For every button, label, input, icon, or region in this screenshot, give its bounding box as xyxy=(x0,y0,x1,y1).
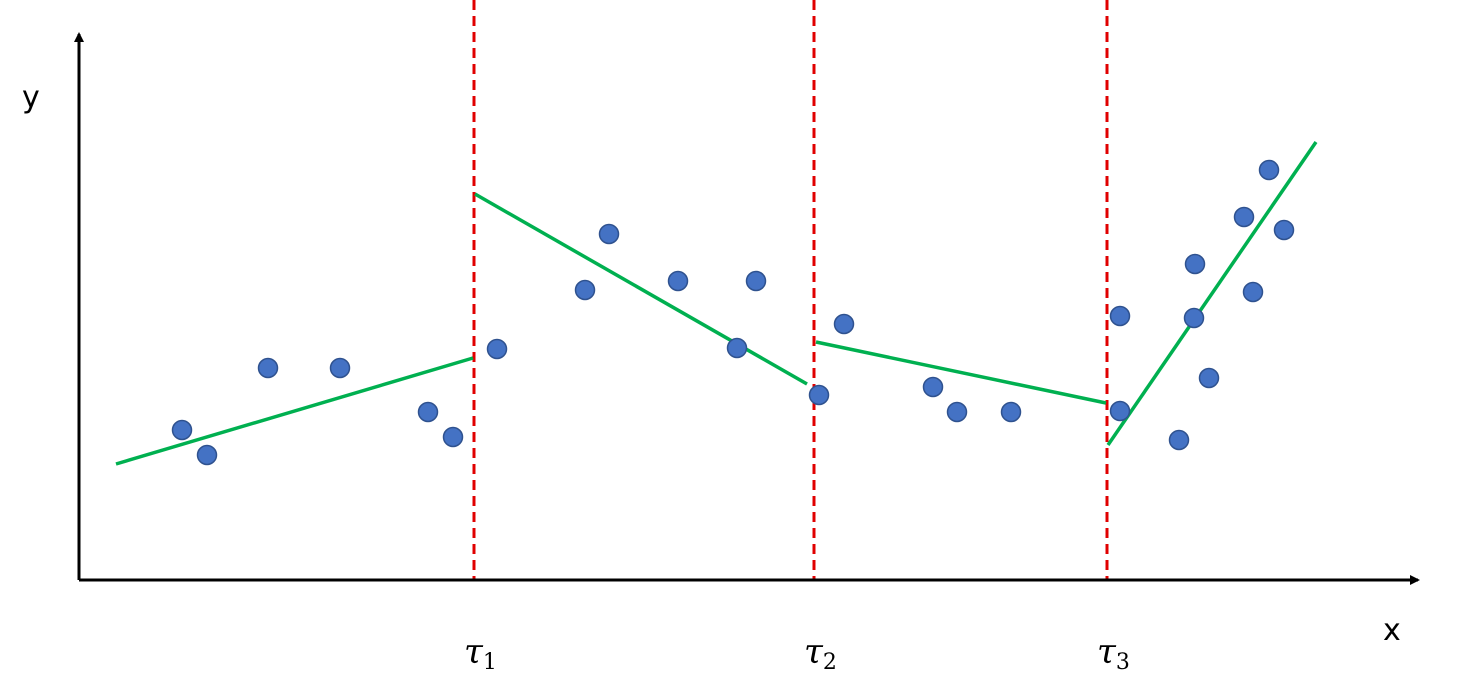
data-point xyxy=(1000,401,1022,423)
data-point xyxy=(667,270,689,292)
data-point xyxy=(1242,281,1264,303)
change-point-lines xyxy=(472,0,1109,580)
data-point xyxy=(1273,219,1295,241)
data-points xyxy=(171,159,1295,466)
data-point xyxy=(1183,307,1205,329)
data-point xyxy=(598,223,620,245)
data-point xyxy=(329,357,351,379)
data-point xyxy=(171,419,193,441)
data-point xyxy=(442,426,464,448)
data-point xyxy=(1109,305,1131,327)
fit-segments xyxy=(115,141,1318,466)
fit-segment-line xyxy=(474,192,808,386)
data-point xyxy=(1198,367,1220,389)
data-point xyxy=(1258,159,1280,181)
data-point xyxy=(1168,429,1190,451)
fit-segment-line xyxy=(115,356,474,466)
data-point xyxy=(946,401,968,423)
data-point xyxy=(574,279,596,301)
data-point xyxy=(808,384,830,406)
data-point xyxy=(1109,400,1131,422)
fit-segment-line xyxy=(815,340,1107,405)
change-point-label: τ3 xyxy=(1097,632,1130,675)
data-point xyxy=(726,337,748,359)
data-point xyxy=(1233,206,1255,228)
data-point xyxy=(1184,253,1206,275)
fit-segment-line xyxy=(1106,141,1318,446)
data-point xyxy=(922,376,944,398)
change-point-label: τ1 xyxy=(464,632,497,675)
data-point xyxy=(486,338,508,360)
data-point xyxy=(196,444,218,466)
data-point xyxy=(833,313,855,335)
change-point-label: τ2 xyxy=(804,632,837,675)
data-point xyxy=(745,270,767,292)
data-point xyxy=(257,357,279,379)
y-axis-label: y xyxy=(22,80,40,115)
data-point xyxy=(417,401,439,423)
x-axis-label: x xyxy=(1383,613,1401,648)
change-point-labels: τ1 τ2 τ3 xyxy=(464,632,1130,675)
